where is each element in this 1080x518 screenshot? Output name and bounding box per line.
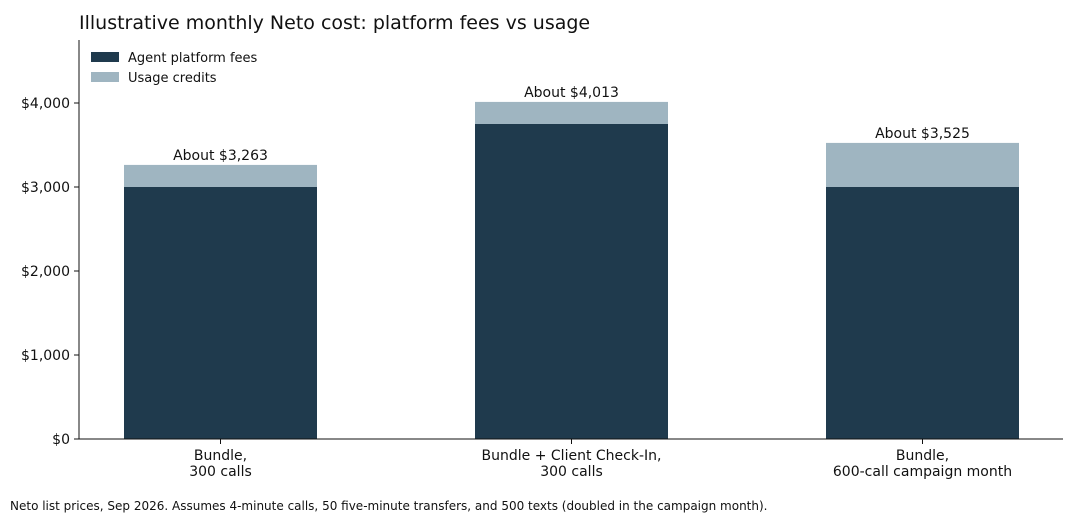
x-tick-label: Bundle, 300 calls: [189, 448, 252, 480]
bar-usage-credits-3: [826, 142, 1019, 187]
y-tick-label: $2,000: [21, 264, 70, 280]
x-tick-label-line: Bundle,: [896, 448, 949, 464]
bar-usage-credits-1: [124, 164, 317, 187]
x-tick-label-line: 300 calls: [189, 464, 252, 480]
x-tick-label: Bundle + Client Check-In, 300 calls: [482, 448, 662, 480]
y-tick-label: $3,000: [21, 180, 70, 196]
total-label-1: About $3,263: [173, 148, 268, 164]
x-tick-label: Bundle, 600-call campaign month: [833, 448, 1012, 480]
x-tick-label-line: Bundle,: [194, 448, 247, 464]
bar-platform-fees-2: [475, 124, 668, 439]
x-tick-label-line: 300 calls: [540, 464, 603, 480]
x-tick-label-line: 600-call campaign month: [833, 464, 1012, 480]
x-tick-label-line: Bundle + Client Check-In,: [482, 448, 662, 464]
total-label-2: About $4,013: [524, 85, 619, 101]
legend-label-platform-fees: Agent platform fees: [128, 51, 258, 66]
bar-platform-fees-1: [124, 187, 317, 439]
legend-swatch-platform-fees: [91, 52, 119, 62]
footnote: Neto list prices, Sep 2026. Assumes 4-mi…: [10, 499, 768, 513]
y-tick-label: $4,000: [21, 96, 70, 112]
legend-label-usage-credits: Usage credits: [128, 71, 217, 86]
total-label-3: About $3,525: [875, 126, 970, 142]
chart-title: Illustrative monthly Neto cost: platform…: [79, 12, 591, 34]
y-tick-label: $1,000: [21, 348, 70, 364]
legend-swatch-usage-credits: [91, 72, 119, 82]
bar-platform-fees-3: [826, 187, 1019, 439]
y-tick-label: $0: [52, 432, 70, 448]
bar-usage-credits-2: [475, 101, 668, 124]
